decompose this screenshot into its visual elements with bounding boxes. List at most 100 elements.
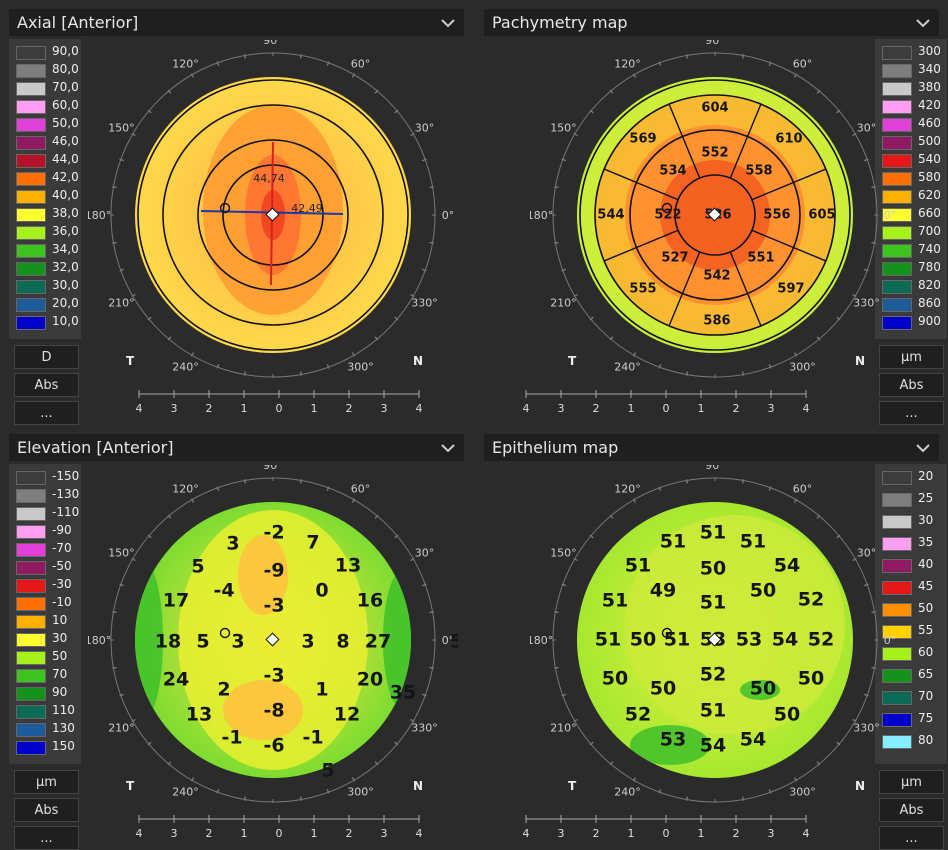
chevron-down-icon[interactable]: [913, 438, 933, 458]
angle-label: 180°: [530, 209, 553, 222]
map-value: 13: [335, 554, 361, 576]
map-value: 51: [660, 530, 686, 552]
angle-label: 0°: [884, 209, 897, 222]
panel-header[interactable]: Epithelium map: [484, 434, 939, 461]
abs-button[interactable]: Abs: [14, 373, 79, 397]
chevron-down-icon[interactable]: [913, 13, 933, 33]
sector-line: [668, 251, 701, 327]
panel-header[interactable]: Elevation [Anterior]: [9, 434, 464, 461]
scale-row: 50: [880, 600, 944, 618]
scale-value: 150: [52, 739, 75, 753]
scale-swatch: [16, 633, 46, 647]
degree-tick: [816, 336, 821, 341]
angle-label: 150°: [108, 122, 135, 135]
scale-swatch: [882, 226, 912, 240]
map-svg[interactable]: 90°60°30°0°330°300°270°240°210°180°150°1…: [88, 40, 458, 380]
degree-tick: [410, 294, 415, 297]
map-value: 35: [390, 681, 416, 703]
chevron-down-icon[interactable]: [438, 438, 458, 458]
map-svg[interactable]: 90°60°30°0°330°300°270°240°210°180°150°1…: [530, 465, 900, 805]
degree-tick: [167, 89, 172, 94]
more-button[interactable]: ...: [879, 401, 944, 425]
angle-label: 150°: [108, 547, 135, 560]
map-value: 5: [321, 759, 334, 781]
scale-swatch: [882, 190, 912, 204]
ruler-label: 4: [136, 402, 143, 415]
scale-value: 70,0: [52, 80, 79, 94]
degree-tick: [554, 611, 559, 613]
scale-swatch: [16, 687, 46, 701]
scale-swatch: [16, 136, 46, 150]
scale-swatch: [16, 262, 46, 276]
scale-row: 60,0: [14, 97, 79, 115]
chevron-down-icon[interactable]: [438, 13, 458, 33]
zone-ring: [629, 129, 801, 301]
scale-swatch: [16, 46, 46, 60]
map-value: -8: [263, 699, 284, 721]
map-region: [238, 535, 288, 615]
more-button[interactable]: ...: [879, 826, 944, 850]
map-value: 522: [654, 207, 681, 222]
scale-swatch: [882, 735, 912, 749]
angle-label: 240°: [614, 361, 641, 374]
degree-tick: [429, 611, 434, 613]
scale-value: 20: [918, 469, 934, 483]
map-value: 551: [747, 250, 774, 265]
map-value: 54: [740, 728, 766, 750]
unit-button[interactable]: µm: [879, 770, 944, 794]
map-value: 51: [740, 530, 766, 552]
panel-title: Epithelium map: [492, 438, 619, 457]
map-region: [135, 560, 163, 720]
abs-button[interactable]: Abs: [14, 798, 79, 822]
abs-button[interactable]: Abs: [879, 798, 944, 822]
scale-swatch: [882, 172, 912, 186]
unit-button[interactable]: µm: [14, 770, 79, 794]
panel-header[interactable]: Axial [Anterior]: [9, 9, 464, 36]
map-value: 3: [231, 630, 244, 652]
angle-label: 300°: [789, 361, 816, 374]
degree-tick: [244, 54, 246, 59]
scale-value: 10: [52, 613, 68, 627]
unit-button[interactable]: µm: [879, 345, 944, 369]
scale-value: 500: [918, 134, 941, 148]
degree-tick: [836, 534, 841, 539]
map-value: 542: [703, 268, 730, 283]
distance-ruler: 4 3 2 1 0 1 2 3 4: [523, 390, 810, 415]
scale-value: 42,0: [52, 170, 79, 184]
scale-value: 110: [52, 703, 75, 717]
map-value: 50: [750, 677, 776, 699]
map-svg[interactable]: 90°60°30°0°330°300°270°240°210°180°150°1…: [88, 465, 458, 805]
angle-label: 30°: [857, 547, 877, 560]
degree-tick: [191, 352, 194, 357]
more-button[interactable]: ...: [14, 401, 79, 425]
scale-swatch: [882, 298, 912, 312]
abs-button[interactable]: Abs: [879, 373, 944, 397]
panel-title: Pachymetry map: [492, 13, 628, 32]
map-value: 569: [629, 131, 656, 146]
degree-tick: [658, 789, 662, 794]
scale-row: -70: [14, 540, 78, 558]
degree-tick: [658, 486, 662, 491]
scale-value: 380: [918, 80, 941, 94]
sector-line: [729, 103, 762, 179]
map-svg[interactable]: 90°60°30°0°330°300°270°240°210°180°150°1…: [530, 40, 900, 380]
angle-label: 90°: [263, 40, 283, 47]
scale-swatch: [16, 471, 46, 485]
degree-tick: [244, 371, 246, 376]
degree-tick: [119, 583, 124, 587]
map-value: 8: [336, 630, 349, 652]
unit-button[interactable]: D: [14, 345, 79, 369]
degree-tick: [816, 89, 821, 94]
scale-value: 80,0: [52, 62, 79, 76]
panel-header[interactable]: Pachymetry map: [484, 9, 939, 36]
more-button[interactable]: ...: [14, 826, 79, 850]
panel-title: Elevation [Anterior]: [17, 438, 174, 457]
scale-row: 42,0: [14, 169, 79, 187]
scale-row: -110: [14, 504, 79, 522]
degree-tick: [244, 479, 246, 484]
map-value: 50: [798, 667, 824, 689]
degree-tick: [147, 534, 152, 539]
scale-row: 34,0: [14, 241, 79, 259]
scale-swatch: [882, 316, 912, 330]
scale-swatch: [16, 190, 46, 204]
